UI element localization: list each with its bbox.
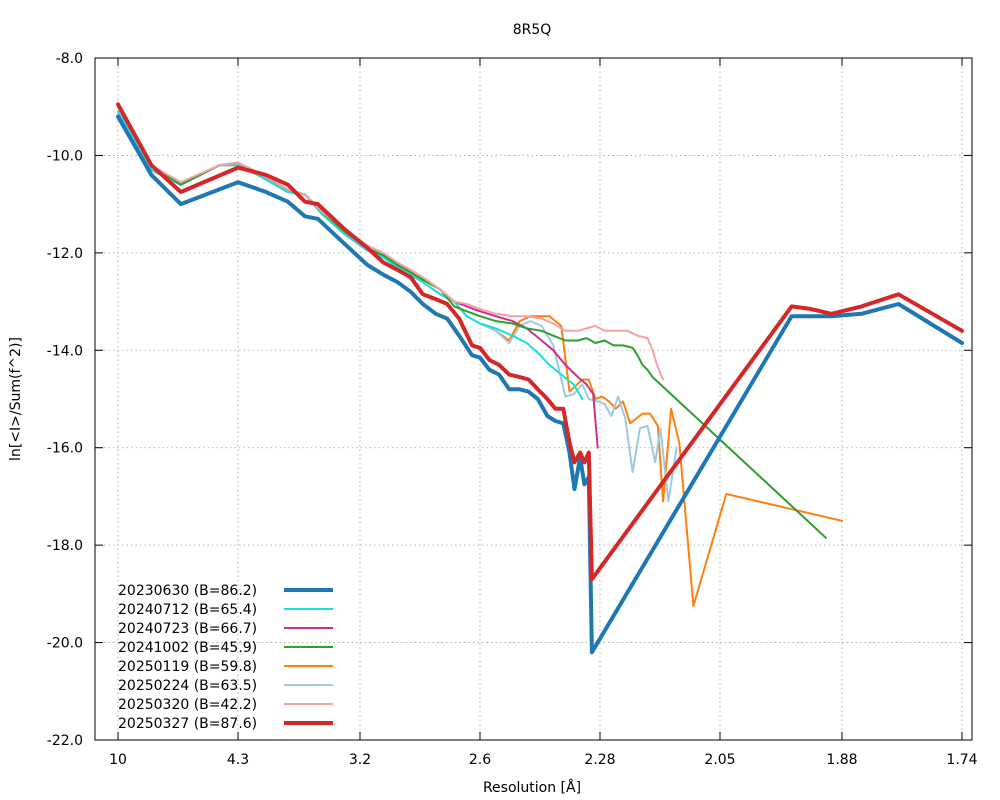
legend-label: 20240723 (B=66.7) [118,621,257,637]
legend: 20230630 (B=86.2) 20240712 (B=65.4) 202407… [118,583,333,732]
y-tick-label: -16.0 [47,441,83,457]
x-tick-label: 1.74 [946,752,977,768]
y-tick-label: -18.0 [47,538,83,554]
x-tick-label: 2.28 [584,752,615,768]
y-tick-label: -10.0 [47,148,83,164]
x-tick-label: 4.3 [227,752,249,768]
legend-label: 20240712 (B=65.4) [118,602,257,618]
series-line-7 [116,102,964,582]
x-axis-label: Resolution [Å] [483,779,581,796]
legend-label: 20230630 (B=86.2) [118,583,257,599]
legend-label: 20250119 (B=59.8) [118,659,257,675]
x-tick-label: 3.2 [349,752,371,768]
x-tick-label: 2.05 [704,752,735,768]
ticks [95,57,972,741]
legend-label: 20241002 (B=45.9) [118,640,257,656]
y-axis-label: ln[<I>/Sum(f^2)] [8,337,24,461]
legend-label: 20250224 (B=63.5) [118,678,257,694]
x-tick-label: 10 [109,752,127,768]
legend-label: 20250320 (B=42.2) [118,697,257,713]
chart-title: 8R5Q [513,22,552,38]
y-tick-label: -14.0 [47,343,83,359]
series-line-6 [117,105,665,381]
y-tick-label: -22.0 [47,733,83,749]
grid [95,58,972,740]
y-tick-label: -12.0 [47,246,83,262]
tick-labels: -8.0 -10.0 -12.0 -14.0 -16.0 -18.0 -20.0 -22.0 1… [47,51,978,768]
x-tick-label: 1.88 [826,752,857,768]
plot-frame [94,57,973,741]
series-layer [116,102,964,655]
y-tick-label: -8.0 [56,51,83,67]
legend-label: 20250327 (B=87.6) [118,716,257,732]
x-tick-label: 2.6 [469,752,491,768]
y-tick-label: -20.0 [47,636,83,652]
